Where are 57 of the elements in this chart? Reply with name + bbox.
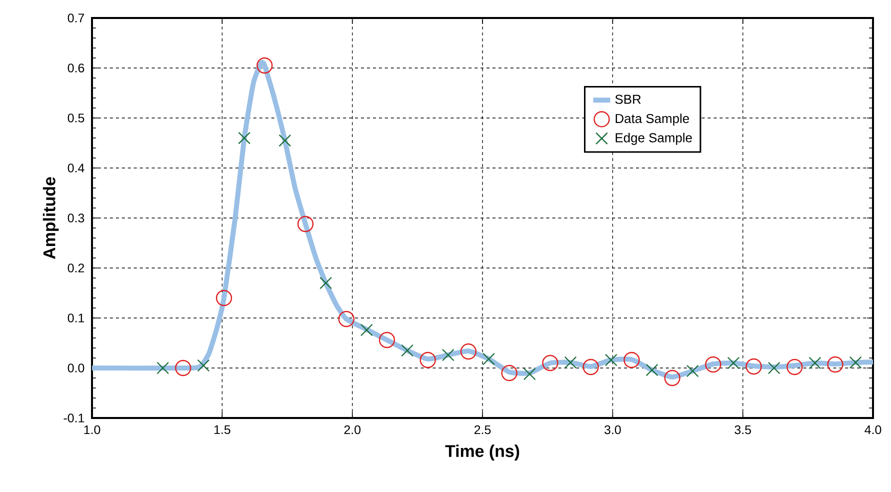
point — [360, 324, 373, 336]
point — [808, 356, 822, 370]
point — [216, 290, 232, 306]
point — [156, 362, 170, 374]
point — [238, 132, 251, 144]
point — [442, 348, 454, 362]
x-tick-label: 2.5 — [474, 425, 491, 434]
x-tick-label: 1.5 — [214, 425, 230, 434]
point — [582, 358, 599, 376]
point — [705, 356, 722, 373]
point — [460, 343, 477, 360]
point — [378, 332, 396, 348]
x-tick-label: 1.0 — [84, 425, 100, 434]
y-tick-label: 0.7 — [68, 14, 84, 22]
y-axis-title: Amplitude — [42, 177, 59, 259]
x-tick-label: 4.0 — [864, 425, 882, 434]
point — [746, 358, 762, 375]
y-tick-label: 0.1 — [68, 314, 84, 322]
point — [542, 354, 558, 372]
x-axis-title: Time (ns) — [445, 444, 520, 460]
point — [401, 344, 414, 357]
point — [482, 352, 495, 366]
point — [604, 354, 618, 366]
line-series — [92, 60, 874, 380]
point — [256, 57, 273, 74]
point — [278, 134, 292, 147]
point — [624, 352, 640, 368]
point — [320, 276, 332, 290]
point — [786, 358, 803, 376]
point — [420, 352, 436, 368]
point — [175, 360, 192, 376]
y-tick-label: 0.5 — [68, 114, 84, 122]
legend-label: Data Sample — [616, 114, 689, 126]
y-tick-label: 0.6 — [68, 64, 84, 72]
x-tick-label: 3.0 — [604, 425, 621, 434]
y-tick-label: 0.2 — [68, 264, 84, 272]
legend-label: SBR — [615, 94, 641, 104]
point — [338, 310, 354, 328]
y-tick-label: 0.3 — [68, 214, 84, 222]
point — [501, 364, 518, 382]
y-tick-label: -0.1 — [64, 414, 84, 422]
point — [197, 359, 210, 372]
point — [827, 356, 844, 373]
x-tick-label: 2.0 — [344, 425, 361, 434]
point — [297, 216, 314, 232]
point — [686, 364, 699, 378]
legend-label: Edge Sample — [616, 132, 692, 145]
point — [849, 356, 862, 369]
point — [523, 368, 536, 380]
point — [768, 362, 780, 374]
point — [564, 356, 577, 369]
point — [646, 364, 658, 376]
y-tick-label: 0.4 — [68, 164, 84, 172]
point — [727, 356, 740, 370]
point — [664, 370, 680, 386]
y-tick-label: 0.0 — [68, 364, 84, 372]
x-tick-label: 3.5 — [734, 425, 751, 434]
